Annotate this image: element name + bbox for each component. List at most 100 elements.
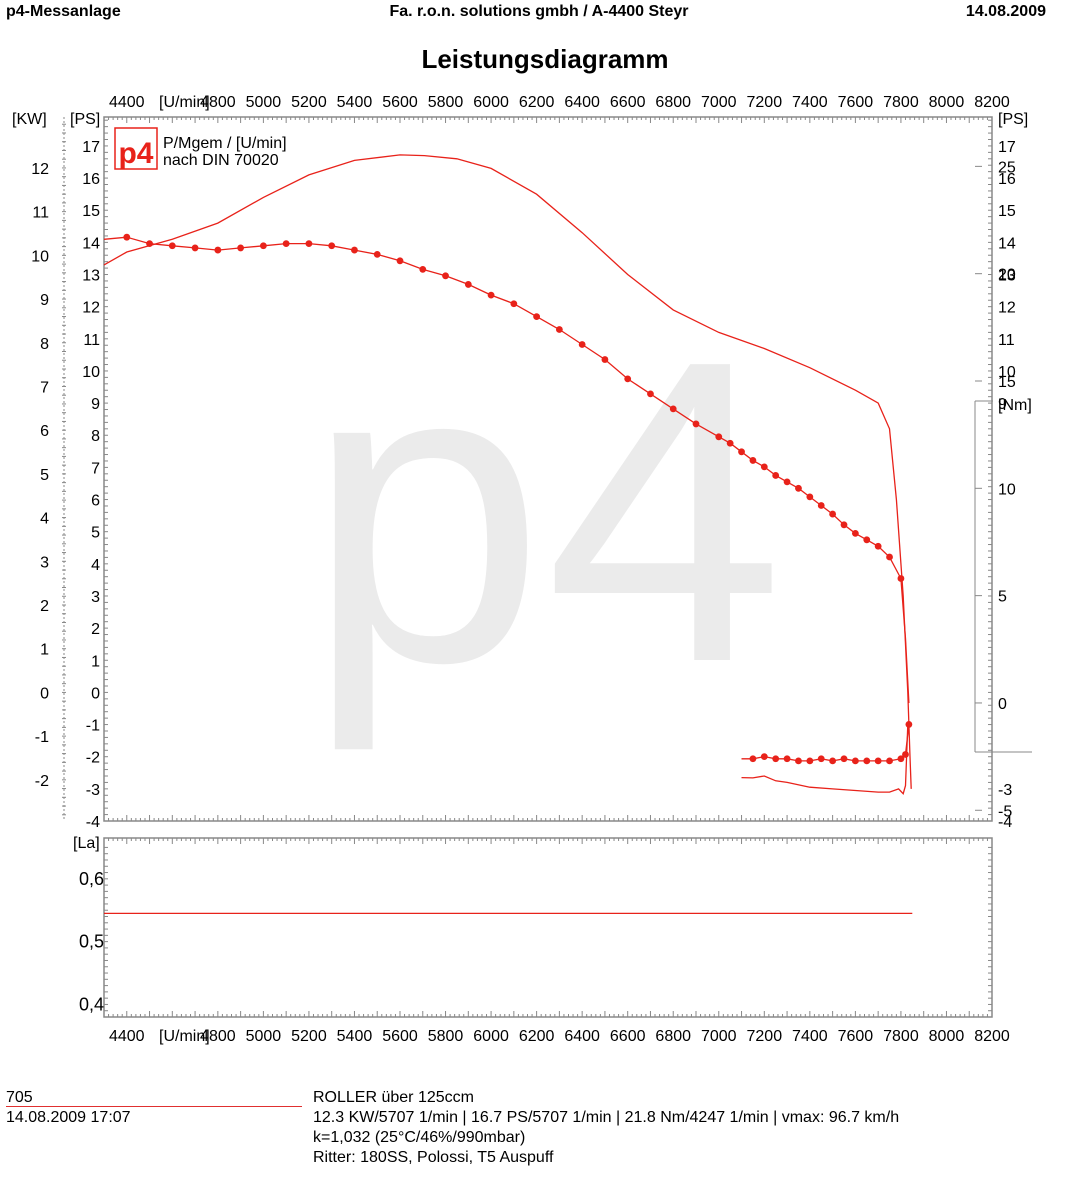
series-point-2	[886, 757, 893, 765]
measurement-info: ROLLER über 125ccm 12.3 KW/5707 1/min | …	[313, 1088, 899, 1168]
x-tick-label-bottom: 4800	[200, 1028, 236, 1045]
series-point-2	[905, 721, 913, 728]
ps-axis-unit-left: [PS]	[70, 111, 100, 128]
nm-tick-label: 0	[998, 696, 1007, 713]
x-tick-label-bottom: 5200	[291, 1028, 327, 1045]
x-tick-label-top: 6000	[473, 94, 509, 111]
ps-tick-label-left: 2	[91, 621, 100, 638]
series-point-1	[442, 272, 449, 280]
series-point-1	[373, 250, 381, 258]
x-tick-label-bottom: 4400	[109, 1028, 145, 1045]
peak-values: 12.3 KW/5707 1/min | 16.7 PS/5707 1/min …	[313, 1109, 900, 1126]
series-point-2	[874, 757, 882, 765]
ps-tick-label-left: 1	[91, 653, 100, 670]
kw-tick-label: 12	[31, 161, 49, 178]
ps-tick-label-left: 13	[82, 268, 100, 285]
series-point-1	[874, 542, 882, 550]
kw-tick-label: 10	[31, 248, 49, 265]
ps-tick-label-right: -4	[998, 814, 1012, 831]
series-point-1	[726, 439, 734, 447]
series-point-2	[851, 757, 859, 765]
ps-axis-unit-right: [PS]	[998, 111, 1028, 128]
ps-tick-label-left: 5	[91, 525, 100, 542]
lambda-tick-label: 0,4	[79, 994, 104, 1014]
series-point-2	[840, 755, 848, 763]
series-point-1	[897, 575, 905, 582]
series-point-1	[168, 242, 176, 250]
x-tick-label-top: 7800	[883, 94, 919, 111]
x-tick-label-bottom: 6200	[519, 1028, 555, 1045]
ps-tick-label-left: -2	[86, 750, 100, 767]
series-point-1	[214, 246, 222, 254]
series-point-2	[863, 757, 871, 765]
x-tick-label-bottom: 6000	[473, 1028, 509, 1045]
series-point-1	[647, 390, 654, 398]
series-point-1	[191, 244, 199, 252]
series-point-1	[351, 246, 358, 254]
nm-tick-label: 5	[998, 589, 1007, 606]
x-tick-label-bottom: 7000	[701, 1028, 737, 1045]
lambda-axis-unit: [La]	[73, 835, 100, 852]
x-tick-label-bottom: 5800	[428, 1028, 464, 1045]
ps-tick-label-left: 8	[91, 428, 100, 445]
main-plot-frame	[103, 116, 993, 822]
header-center: Fa. r.o.n. solutions gmbh / A-4400 Steyr	[389, 3, 689, 20]
kw-axis-unit: [KW]	[12, 111, 47, 128]
kw-tick-label: 8	[40, 336, 49, 353]
ps-tick-label-left: 4	[91, 557, 100, 574]
x-tick-label-top: 5400	[337, 94, 373, 111]
kw-tick-label: 11	[32, 205, 49, 222]
series-point-1	[146, 240, 153, 248]
series-point-1	[886, 553, 893, 561]
series-point-1	[783, 478, 791, 486]
correction-factor: k=1,032 (25°C/46%/990mbar)	[313, 1129, 526, 1146]
x-tick-label-bottom: 7600	[838, 1028, 874, 1045]
legend-line1: P/Mgem / [U/min]	[163, 135, 287, 152]
nm-axis-unit: [Nm]	[998, 397, 1032, 414]
nm-tick-label: -5	[998, 803, 1012, 820]
series-point-1	[806, 493, 814, 501]
series-point-1	[601, 356, 609, 363]
ps-tick-label-left: 10	[82, 364, 100, 381]
configuration: Ritter: 180SS, Polossi, T5 Auspuff	[313, 1149, 554, 1166]
series-line-0	[103, 154, 912, 789]
ps-tick-label-right: 11	[998, 332, 1015, 349]
kw-tick-label: 0	[40, 685, 49, 702]
series-point-1	[738, 448, 745, 456]
ps-tick-label-left: -4	[86, 814, 100, 831]
measurement-datetime: 14.08.2009 17:07	[6, 1109, 131, 1126]
series-point-1	[533, 313, 541, 321]
series-point-1	[123, 233, 131, 241]
x-tick-label-top: 6800	[655, 94, 691, 111]
ps-tick-label-left: 14	[82, 235, 100, 252]
measurement-id: 705	[6, 1089, 33, 1106]
series-point-2	[829, 757, 837, 765]
header-left: p4-Messanlage	[6, 3, 121, 20]
x-tick-label-bottom: 5400	[337, 1028, 373, 1045]
x-tick-label-top: 7400	[792, 94, 828, 111]
ps-tick-label-left: 16	[82, 171, 100, 188]
nm-tick-label: 25	[998, 159, 1016, 176]
series-point-2	[795, 757, 802, 765]
ps-tick-label-left: 17	[82, 139, 100, 156]
ps-tick-label-right: -3	[998, 782, 1012, 799]
x-tick-label-top: 5200	[291, 94, 327, 111]
lambda-tick-label: 0,5	[79, 932, 104, 952]
x-axis-unit-top: [U/min]	[159, 94, 210, 111]
kw-tick-label: 6	[40, 423, 49, 440]
kw-tick-label: 7	[40, 379, 49, 396]
kw-tick-label: -2	[35, 773, 49, 790]
series-point-1	[419, 265, 427, 273]
ps-tick-label-left: 7	[91, 460, 100, 477]
series-point-1	[282, 240, 290, 248]
x-tick-label-bottom: 7800	[883, 1028, 919, 1045]
series-point-2	[760, 753, 768, 761]
x-tick-label-top: 5800	[428, 94, 464, 111]
x-tick-label-bottom: 8000	[929, 1028, 965, 1045]
x-tick-label-bottom: 5000	[246, 1028, 282, 1045]
kw-tick-label: -1	[35, 729, 49, 746]
kw-tick-label: 1	[40, 642, 49, 659]
x-tick-label-top: 6600	[610, 94, 646, 111]
ps-tick-label-left: 9	[91, 396, 100, 413]
series-point-1	[840, 521, 848, 529]
